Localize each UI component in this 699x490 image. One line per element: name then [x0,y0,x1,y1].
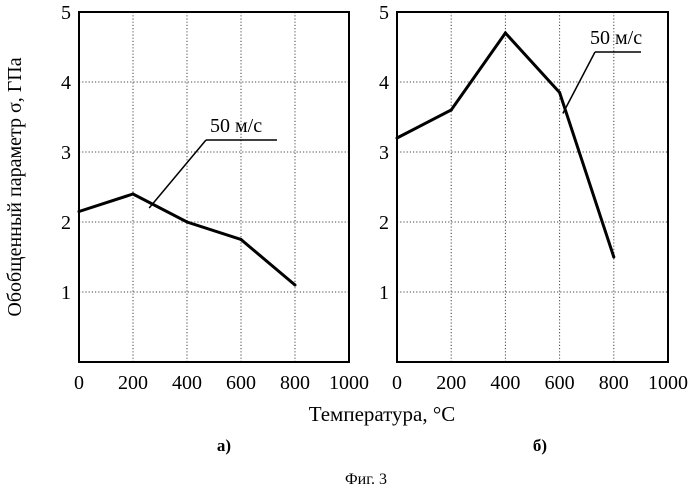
x-tick-label: 1000 [329,372,369,394]
plot-frame [79,12,349,362]
series-annotation-label: 50 м/с [590,27,642,49]
data-point [504,32,507,35]
y-tick-label: 1 [379,282,389,304]
y-tick-label: 4 [379,72,389,94]
y-tick-label: 3 [379,142,389,164]
y-tick-label: 1 [61,282,71,304]
annotation-leader-line [149,140,206,208]
x-tick-label: 1000 [648,372,688,394]
data-point [396,137,399,140]
panel-b-label: б) [533,436,547,455]
data-point [612,256,615,259]
y-tick-label: 3 [61,142,71,164]
series-annotation-label: 50 м/с [210,115,262,137]
x-tick-label: 600 [226,372,256,394]
annotation-leader-line [563,52,595,114]
data-point [186,221,189,224]
y-tick-label: 2 [379,212,389,234]
data-point [450,109,453,112]
x-axis-title: Температура, °C [309,402,456,426]
panel-a: 0 200 400 600 800 1000 1 2 3 4 5 50 м/с [61,2,369,394]
x-tick-label: 600 [545,372,575,394]
panel-a-label: а) [217,436,231,455]
x-tick-label: 0 [74,372,84,394]
figure-caption: Фиг. 3 [345,471,387,488]
data-point [294,284,297,287]
x-tick-label: 400 [172,372,202,394]
y-tick-label: 2 [61,212,71,234]
x-tick-label: 800 [280,372,310,394]
x-tick-label: 800 [599,372,629,394]
data-point [78,210,81,213]
data-point [240,238,243,241]
y-axis-title: Обобщенный параметр σ, ГПа [4,57,26,316]
panel-b: 0 200 400 600 800 1000 1 2 3 4 5 50 м/с [379,2,688,394]
x-tick-label: 0 [392,372,402,394]
y-tick-label: 5 [379,2,389,24]
data-point [132,193,135,196]
x-tick-label: 200 [118,372,148,394]
y-tick-label: 4 [61,72,71,94]
data-point [558,91,561,94]
x-tick-label: 400 [490,372,520,394]
y-tick-label: 5 [61,2,71,24]
x-tick-label: 200 [436,372,466,394]
